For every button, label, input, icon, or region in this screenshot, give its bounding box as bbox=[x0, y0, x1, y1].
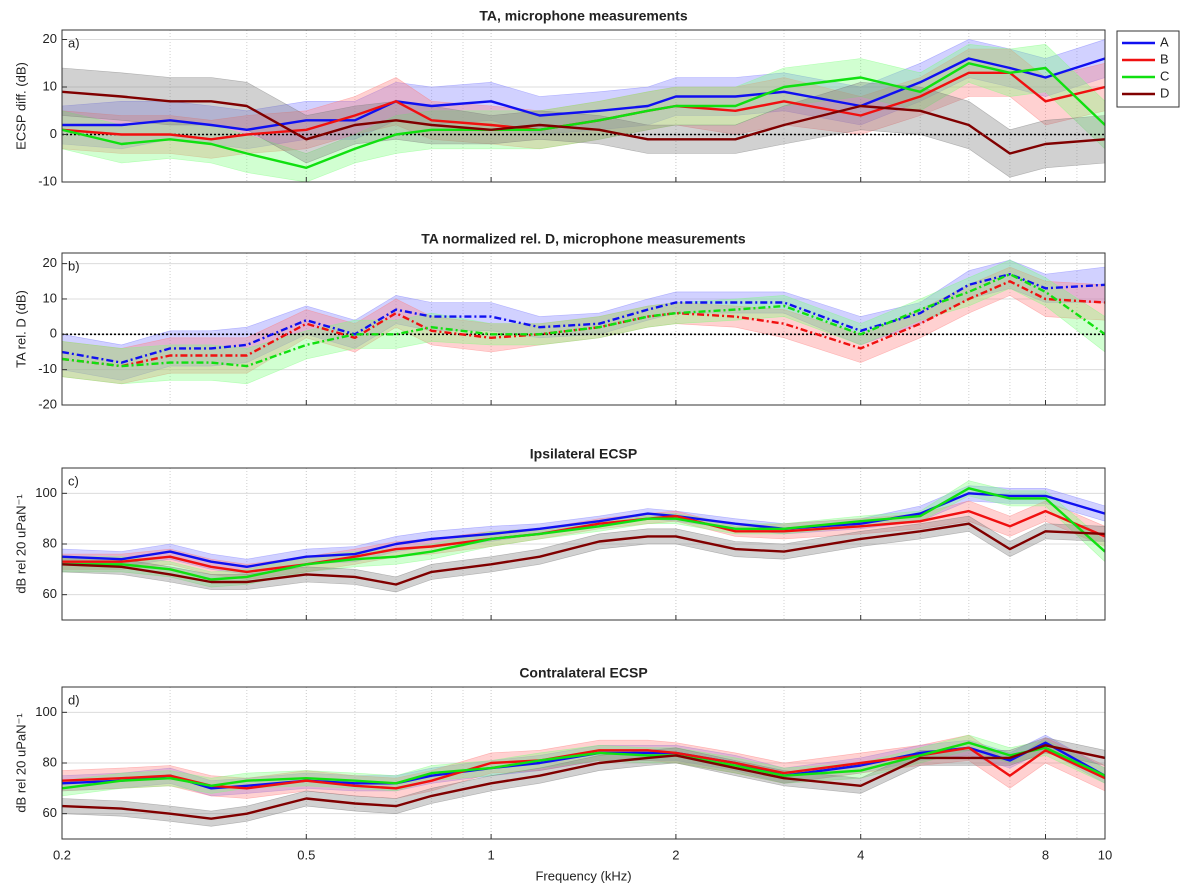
legend-label: A bbox=[1160, 34, 1169, 49]
x-tick-label: 0.2 bbox=[53, 847, 71, 862]
y-axis-label: dB rel 20 uPaN⁻¹ bbox=[13, 713, 28, 813]
axes-frame bbox=[61, 29, 1106, 183]
panel: 60 80 100 0.2 0.5 1 2 4 8 10 Contralateral ECSP d) d… bbox=[13, 665, 1112, 884]
y-tick-label: 10 bbox=[43, 78, 57, 93]
panel-label: c) bbox=[68, 473, 79, 488]
panel: -20 -10 0 10 20 TA normalized rel. D, microph… bbox=[13, 231, 1106, 411]
series-line bbox=[62, 741, 1105, 790]
legend-label: C bbox=[1160, 68, 1169, 83]
series-line bbox=[62, 62, 1105, 169]
x-tick-label: 8 bbox=[1042, 847, 1049, 862]
y-tick-label: 10 bbox=[43, 290, 57, 305]
plot-content bbox=[62, 734, 1105, 827]
legend-label: D bbox=[1160, 85, 1169, 100]
y-axis-label: ECSP diff. (dB) bbox=[13, 62, 28, 150]
plot-content bbox=[62, 259, 1105, 385]
y-tick-label: 0 bbox=[50, 126, 57, 141]
error-band bbox=[62, 500, 1105, 580]
x-tick-label: 2 bbox=[672, 847, 679, 862]
x-tick-label: 1 bbox=[487, 847, 494, 862]
y-axis-label: dB rel 20 uPaN⁻¹ bbox=[13, 494, 28, 594]
legend-label: B bbox=[1160, 51, 1169, 66]
y-tick-label: 80 bbox=[43, 535, 57, 550]
series-line bbox=[62, 746, 1105, 790]
error-band bbox=[62, 259, 1105, 381]
series-line bbox=[62, 90, 1105, 155]
x-tick-label: 0.5 bbox=[297, 847, 315, 862]
series-line bbox=[62, 744, 1105, 820]
series-line bbox=[62, 509, 1105, 574]
y-tick-label: 80 bbox=[43, 754, 57, 769]
y-tick-label: -20 bbox=[38, 396, 57, 411]
plot-content bbox=[62, 480, 1105, 593]
plot-area bbox=[62, 30, 1105, 182]
panel-label: a) bbox=[68, 35, 80, 50]
y-tick-label: 0 bbox=[50, 326, 57, 341]
panel-title: TA, microphone measurements bbox=[479, 8, 687, 24]
panel-label: b) bbox=[68, 258, 80, 273]
panel: -10 0 10 20 TA, microphone measurements a) ECS… bbox=[13, 8, 1180, 188]
series-line bbox=[62, 57, 1105, 131]
x-tick-label: 10 bbox=[1098, 847, 1112, 862]
y-tick-label: 100 bbox=[35, 485, 57, 500]
y-tick-label: -10 bbox=[38, 173, 57, 188]
y-axis-label: TA rel. D (dB) bbox=[13, 290, 28, 368]
series-line bbox=[62, 273, 1105, 368]
series-line bbox=[62, 487, 1105, 581]
y-tick-label: -10 bbox=[38, 361, 57, 376]
panel-label: d) bbox=[68, 692, 80, 707]
series-line bbox=[62, 273, 1105, 364]
y-tick-label: 60 bbox=[43, 805, 57, 820]
axes-frame bbox=[61, 252, 1106, 406]
x-tick-label: 4 bbox=[857, 847, 864, 862]
error-band bbox=[62, 737, 1105, 827]
panel-title: Contralateral ECSP bbox=[519, 665, 647, 681]
panel-title: Ipsilateral ECSP bbox=[530, 446, 637, 462]
panel-title: TA normalized rel. D, microphone measure… bbox=[421, 231, 746, 247]
y-tick-label: 100 bbox=[35, 704, 57, 719]
plot-content bbox=[62, 39, 1105, 182]
error-band bbox=[62, 515, 1105, 593]
panel: 60 80 100 Ipsilateral ECSP c) dB rel 20 uPaN⁻… bbox=[13, 446, 1106, 621]
y-tick-label: 20 bbox=[43, 31, 57, 46]
error-band bbox=[62, 48, 1105, 159]
x-axis-label: Frequency (kHz) bbox=[535, 868, 631, 883]
y-tick-label: 60 bbox=[43, 586, 57, 601]
series-line bbox=[62, 522, 1105, 586]
y-tick-label: 20 bbox=[43, 255, 57, 270]
